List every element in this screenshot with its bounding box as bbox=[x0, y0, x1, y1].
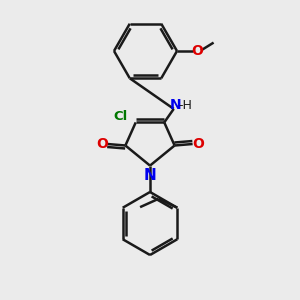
Text: O: O bbox=[96, 137, 108, 151]
Text: Cl: Cl bbox=[113, 110, 127, 124]
Text: O: O bbox=[191, 44, 203, 58]
Text: -H: -H bbox=[178, 99, 192, 112]
Text: N: N bbox=[169, 98, 181, 112]
Text: N: N bbox=[144, 168, 156, 183]
Text: O: O bbox=[192, 137, 204, 151]
